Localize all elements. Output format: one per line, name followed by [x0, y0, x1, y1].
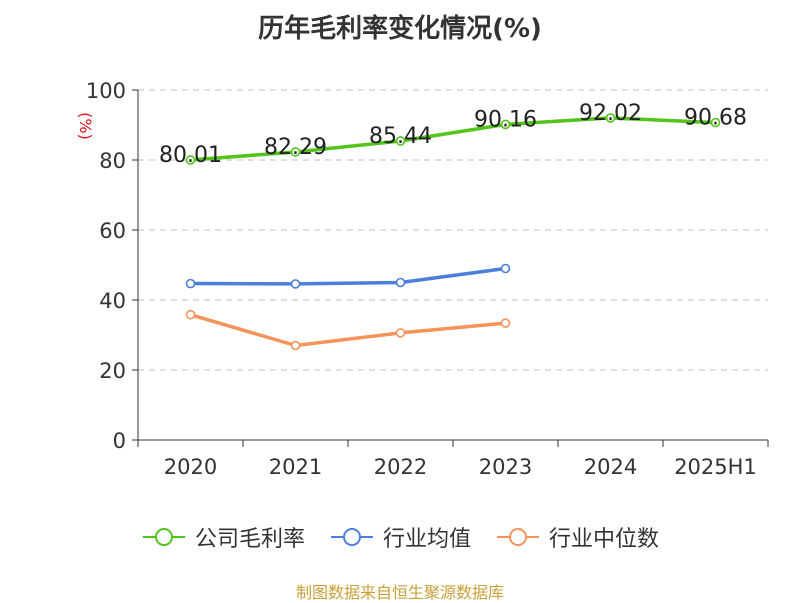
gridlines — [138, 89, 768, 371]
data-point — [290, 340, 301, 351]
y-tick-label: 100 — [86, 79, 126, 103]
y-tick-label: 40 — [99, 289, 126, 313]
source-note: 制图数据来自恒生聚源数据库 — [295, 583, 504, 602]
x-tick-label: 2023 — [479, 455, 532, 479]
legend-item[interactable]: 行业中位数 — [495, 521, 659, 553]
legend: 公司毛利率 行业均值 行业中位数 — [0, 521, 800, 553]
data-point — [185, 309, 196, 320]
legend-swatch — [142, 528, 185, 546]
x-tick-label: 2025H1 — [674, 455, 757, 479]
data-label: 85.44 — [369, 124, 432, 149]
series-lines — [185, 113, 721, 351]
x-tick-label: 2022 — [374, 455, 427, 479]
data-point — [605, 113, 616, 123]
x-tick-label: 2021 — [269, 455, 322, 479]
series-line — [188, 266, 508, 286]
data-label: 90.68 — [684, 106, 747, 131]
data-point — [395, 328, 406, 338]
legend-swatch — [330, 528, 373, 546]
legend-label: 行业均值 — [382, 527, 471, 552]
y-tick-label: 20 — [99, 359, 126, 383]
data-label: 90.16 — [474, 107, 537, 132]
x-tick-label: 2024 — [584, 455, 637, 479]
legend-item[interactable]: 行业均值 — [329, 521, 471, 553]
x-tick-label: 2020 — [164, 455, 217, 479]
series-line — [188, 116, 718, 162]
axes: 0 20 40 60 80 100 2020 2021 2022 2023 2024 2025H1 (%… — [76, 79, 769, 479]
legend-label: 行业中位数 — [549, 527, 660, 552]
y-tick-label: 80 — [99, 149, 126, 173]
legend-swatch — [497, 528, 539, 546]
data-point — [290, 279, 301, 289]
data-label: 82.29 — [264, 135, 327, 160]
data-point — [500, 263, 511, 274]
y-axis-label: (%) — [76, 112, 95, 140]
data-point — [500, 318, 511, 328]
data-point — [185, 155, 196, 165]
data-labels: 80.01 82.29 85.44 90.16 92.02 90.68 — [159, 101, 747, 168]
data-point — [395, 277, 406, 288]
y-tick-label: 0 — [113, 429, 126, 453]
legend-label: 公司毛利率 — [194, 527, 305, 552]
data-point — [500, 119, 511, 130]
data-point — [710, 117, 721, 128]
chart-title: 历年毛利率变化情况(%) — [258, 14, 542, 44]
data-point — [290, 147, 301, 157]
series-line — [188, 312, 508, 348]
data-point — [185, 278, 196, 289]
y-tick-label: 60 — [99, 219, 126, 243]
data-label: 92.02 — [579, 101, 642, 126]
data-label: 80.01 — [159, 143, 222, 168]
legend-item[interactable]: 公司毛利率 — [141, 521, 305, 553]
data-point — [395, 136, 406, 146]
